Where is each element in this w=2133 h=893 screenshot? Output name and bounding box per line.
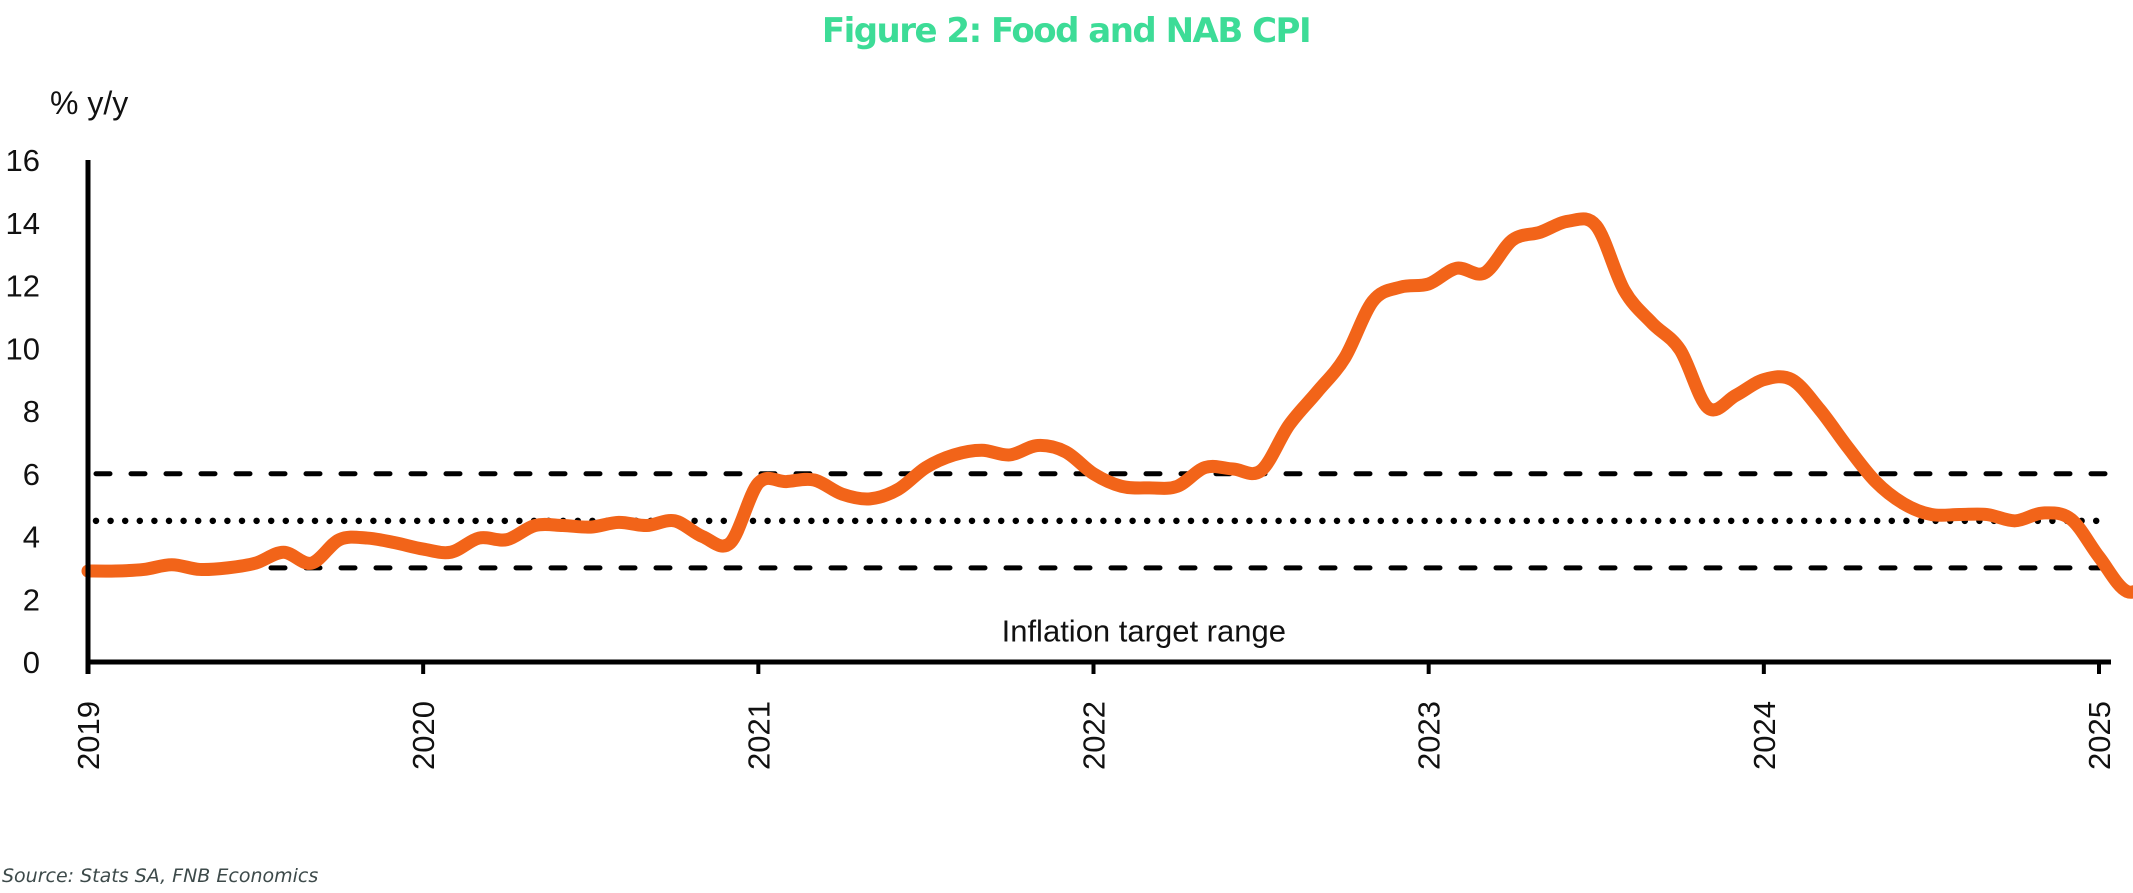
series-layer	[81, 212, 2133, 599]
y-tick-label: 2	[23, 582, 40, 617]
y-tick-label: 8	[23, 394, 40, 429]
reference-lines	[92, 471, 2109, 571]
y-tick-label: 6	[23, 457, 40, 492]
y-tick-label: 12	[6, 269, 40, 304]
y-axis-label: % y/y	[50, 85, 128, 121]
y-tick-label: 14	[6, 206, 40, 241]
source-note: Source: Stats SA, FNB Economics	[2, 865, 318, 887]
x-tick-label: 2019	[71, 701, 106, 770]
x-tick-label: 2024	[1747, 701, 1782, 770]
series-line-food-nab-cpi	[81, 212, 2133, 599]
x-tick-label: 2020	[406, 701, 441, 770]
y-tick-label: 4	[23, 520, 40, 555]
y-tick-label: 16	[6, 143, 40, 178]
x-tick-label: 2021	[741, 701, 776, 770]
x-tick-label: 2025	[2082, 701, 2117, 770]
x-tick-label: 2023	[1412, 701, 1447, 770]
x-ticks: 2019 2020 2021 2022 2023 2024 2025	[71, 662, 2117, 770]
y-tick-label: 0	[23, 645, 40, 680]
x-tick-label: 2022	[1077, 701, 1112, 770]
chart-title: Figure 2: Food and NAB CPI	[822, 11, 1310, 51]
y-tick-labels: 0 2 4 6 8 10 12 14 16	[6, 143, 40, 680]
inflation-target-annotation: Inflation target range	[1002, 614, 1286, 649]
y-tick-label: 10	[6, 331, 40, 366]
